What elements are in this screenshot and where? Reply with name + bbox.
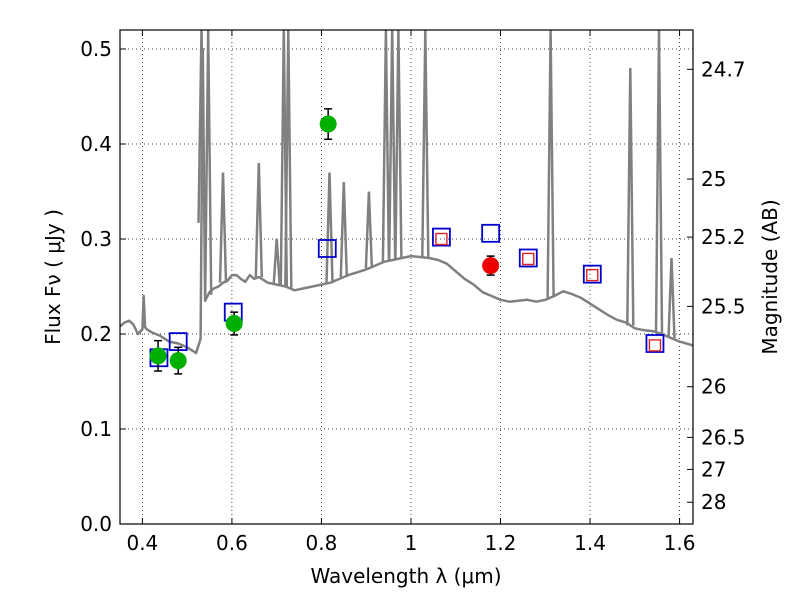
- model-square-blue: [518, 248, 538, 268]
- emission-line: [254, 162, 264, 278]
- x-tick-label: 0.4: [126, 531, 158, 555]
- x-axis: 0.4 0.6 0.8 1 1.2 1.4 1.6: [126, 30, 695, 555]
- emission-line: [284, 30, 293, 288]
- emission-line: [546, 30, 555, 298]
- y2-tick-label: 27: [701, 457, 726, 481]
- model-square-blue: [317, 239, 337, 258]
- emission-line: [667, 257, 676, 339]
- x-tick-label: 1: [405, 531, 418, 555]
- model-square-red: [586, 268, 599, 282]
- y2-tick-label: 24.7: [701, 57, 746, 81]
- y-tick-label: 0.4: [80, 132, 112, 156]
- model-square-blue: [582, 264, 602, 284]
- y2-tick-label: 26: [701, 375, 726, 399]
- data-point: [319, 115, 337, 133]
- y2-tick-label: 25.2: [701, 225, 746, 249]
- x-tick-label: 1.6: [664, 531, 696, 555]
- y-tick-label: 0.3: [80, 227, 112, 251]
- spectrum-line: [120, 47, 693, 355]
- y2-axis-label: Magnitude (AB): [758, 199, 782, 354]
- emission-line: [203, 30, 213, 295]
- emission-line: [626, 67, 635, 326]
- y-tick-label: 0.1: [80, 417, 112, 441]
- model-square-blue: [432, 227, 451, 247]
- plot-area: [120, 30, 693, 375]
- x-tick-label: 0.6: [216, 531, 248, 555]
- emission-line: [421, 30, 430, 258]
- y2-tick-label: 28: [701, 490, 726, 514]
- emission-line: [364, 191, 374, 269]
- emission-line: [381, 30, 391, 262]
- y2-tick-label: 25: [701, 167, 726, 191]
- emission-line: [197, 30, 206, 223]
- emission-line: [339, 181, 349, 278]
- data-point: [482, 257, 500, 275]
- y2-tick-label: 25.5: [701, 294, 746, 318]
- y2-axis: 24.7 25 25.2 25.5 26 26.5 27 28: [687, 57, 746, 514]
- emission-line: [394, 30, 403, 259]
- emission-line: [272, 238, 281, 285]
- model-square-blue: [645, 334, 665, 353]
- y-tick-label: 0.2: [80, 322, 112, 346]
- emission-line: [387, 30, 397, 261]
- x-tick-label: 1.4: [574, 531, 606, 555]
- model-square-blue: [481, 223, 501, 243]
- emission-line: [218, 172, 228, 283]
- y-axis-label: Flux Fν ( μJy ): [41, 209, 65, 345]
- model-square-red: [522, 252, 535, 266]
- plot-frame: [119, 29, 694, 525]
- x-tick-label: 0.8: [306, 531, 338, 555]
- model-square-red: [648, 339, 662, 352]
- y-tick-label: 0.0: [80, 512, 112, 536]
- data-point: [225, 315, 243, 333]
- x-tick-label: 1.2: [485, 531, 517, 555]
- data-point: [149, 347, 167, 365]
- y-axis: 0.0 0.1 0.2 0.3 0.4 0.5: [80, 37, 126, 536]
- emission-line: [325, 172, 334, 283]
- model-square-red: [435, 232, 448, 246]
- x-axis-label: Wavelength λ (μm): [310, 564, 501, 588]
- emission-line: [654, 30, 664, 334]
- y2-tick-label: 26.5: [701, 425, 746, 449]
- y-tick-label: 0.5: [80, 37, 112, 61]
- data-point: [169, 352, 187, 370]
